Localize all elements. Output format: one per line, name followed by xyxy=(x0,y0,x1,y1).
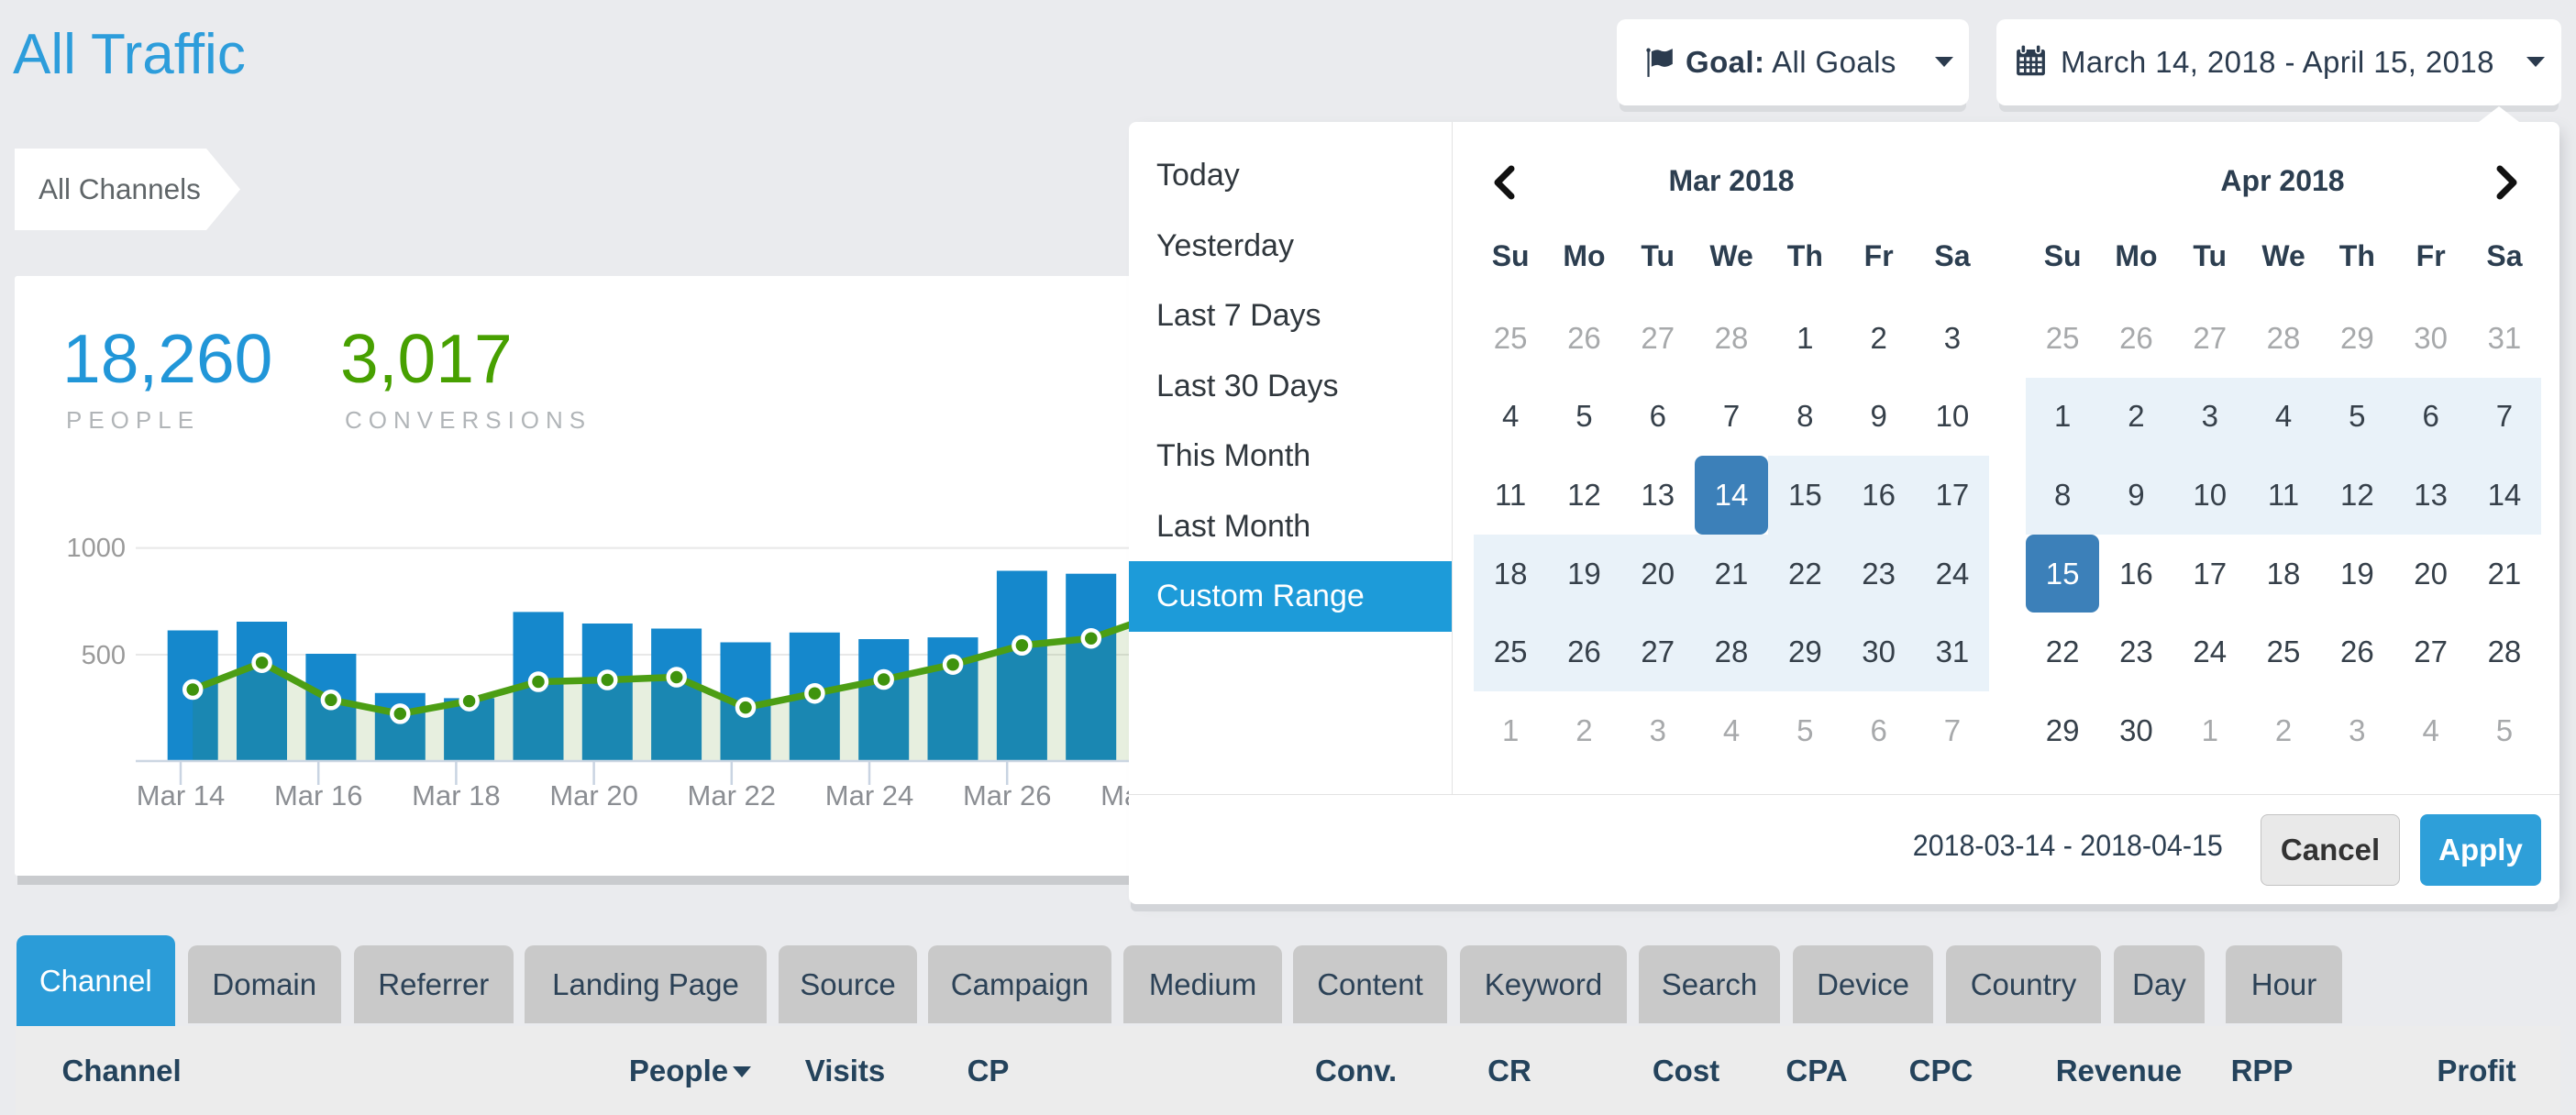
svg-text:1000: 1000 xyxy=(66,534,126,563)
svg-text:500: 500 xyxy=(82,641,126,670)
svg-text:Mar 16: Mar 16 xyxy=(274,779,362,811)
svg-text:Mar 26: Mar 26 xyxy=(963,779,1051,811)
svg-text:Mar 24: Mar 24 xyxy=(825,779,913,811)
svg-text:Mar 20: Mar 20 xyxy=(549,779,637,811)
svg-text:Mar 18: Mar 18 xyxy=(412,779,500,811)
svg-text:Mar 22: Mar 22 xyxy=(688,779,776,811)
svg-text:Mar 14: Mar 14 xyxy=(137,779,225,811)
